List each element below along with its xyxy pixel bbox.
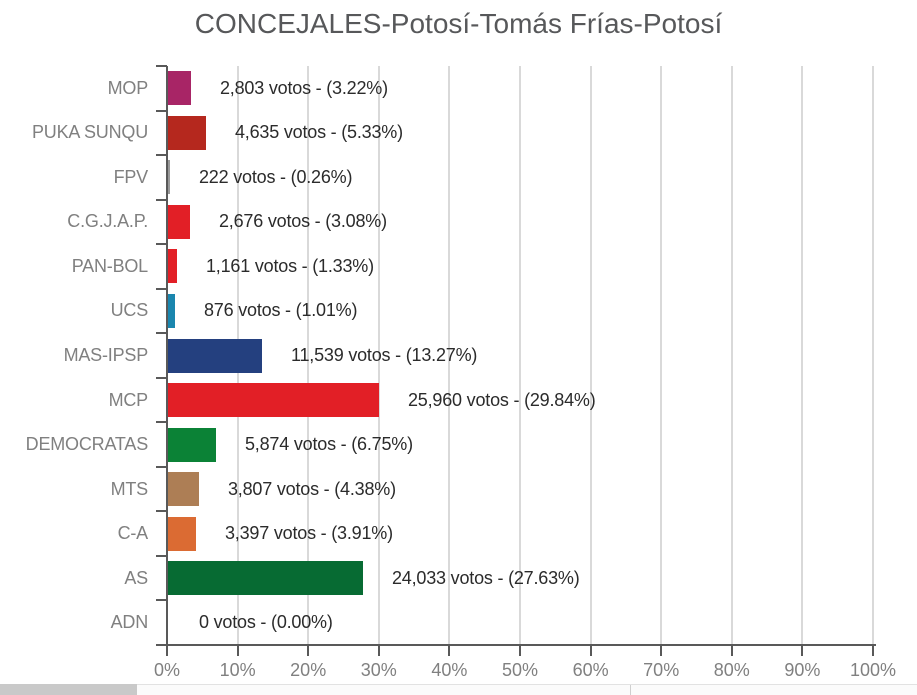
y-axis-tick [156,554,167,557]
y-axis-tick [156,465,167,468]
category-label: PUKA SUNQU [31,122,148,143]
y-axis-tick [156,287,167,290]
bar [168,561,363,596]
chart-title: CONCEJALES-Potosí-Tomás Frías-Potosí [194,8,723,39]
category-label: UCS [110,300,149,321]
bar [168,516,196,551]
gridline [730,66,733,645]
x-axis-tick-label: 80% [713,660,750,680]
category-label: PAN-BOL [71,255,148,276]
category-label: FPV [113,166,149,187]
gridline [589,66,592,645]
y-axis-tick [156,198,167,201]
y-axis-tick [156,376,167,379]
bar [168,293,175,328]
x-axis-line [166,644,876,646]
value-label: 3,397 votos - (3.91%) [225,523,393,544]
y-axis-tick [156,332,167,335]
value-label: 1,161 votos - (1.33%) [206,255,374,276]
y-axis-tick [156,65,167,67]
scrollbar-divider [630,685,631,695]
bar [168,115,206,150]
x-axis-tick [872,646,874,656]
value-label: 5,874 votos - (6.75%) [245,434,413,455]
x-axis-tick [377,646,380,656]
value-label: 222 votos - (0.26%) [199,166,353,187]
bar [168,71,191,106]
x-axis-tick [801,646,804,656]
x-axis-tick-label: 30% [360,660,397,680]
scrollbar-thumb[interactable] [0,684,137,695]
x-axis-tick-label: 10% [219,660,256,680]
bar [168,249,177,284]
category-label: AS [124,567,148,588]
category-label: MAS-IPSP [63,344,149,365]
x-axis-tick [730,646,733,656]
y-axis-tick [156,154,167,157]
bar [168,472,199,507]
gridline [307,66,310,645]
value-label: 2,676 votos - (3.08%) [219,211,387,232]
y-axis-tick [156,421,167,424]
category-label: DEMOCRATAS [25,434,149,455]
x-axis-tick [307,646,310,656]
horizontal-scrollbar [0,684,917,695]
x-axis-tick-label: 50% [501,660,539,680]
gridline [801,66,804,645]
value-label: 2,803 votos - (3.22%) [220,77,388,98]
x-axis-tick-label: 40% [431,660,468,680]
value-label: 25,960 votos - (29.84%) [408,389,596,410]
value-label: 24,033 votos - (27.63%) [392,567,580,588]
x-axis-tick [236,646,239,656]
category-label: MTS [110,478,149,499]
y-axis-tick [156,510,167,513]
bar [168,383,379,418]
bar [168,204,190,239]
y-axis-tick [156,599,167,602]
value-label: 11,539 votos - (13.27%) [291,344,478,365]
x-axis-tick [660,646,663,656]
x-axis-tick-label: 100% [849,660,897,680]
x-axis-tick-label: 70% [643,660,680,680]
category-label: C-A [117,523,149,544]
value-label: 4,635 votos - (5.33%) [235,122,403,143]
bar [168,338,262,373]
x-axis-tick-label: 60% [572,660,609,680]
x-axis-tick-label: 90% [784,660,821,680]
y-axis-line [166,66,168,646]
gridline [872,66,874,645]
gridline [519,66,521,645]
value-label: 876 votos - (1.01%) [204,300,358,321]
category-label: ADN [110,612,149,633]
bar [168,160,170,195]
x-axis-tick [166,646,168,656]
category-label: C.G.J.A.P. [67,211,148,232]
gridline [660,66,663,645]
gridline [448,66,451,645]
category-label: MCP [108,389,149,410]
x-axis-tick [448,646,451,656]
value-label: 0 votos - (0.00%) [199,612,333,633]
category-label: MOP [107,77,149,98]
value-label: 3,807 votos - (4.38%) [228,478,396,499]
bar [168,427,216,462]
x-axis-tick-label: 20% [290,660,327,680]
y-axis-tick [156,109,167,112]
x-axis-tick [589,646,592,656]
gridline [377,66,380,645]
y-axis-tick [156,243,167,246]
y-axis-tick [156,644,167,646]
x-axis-tick [519,646,521,656]
x-axis-tick-label: 0% [153,660,180,680]
